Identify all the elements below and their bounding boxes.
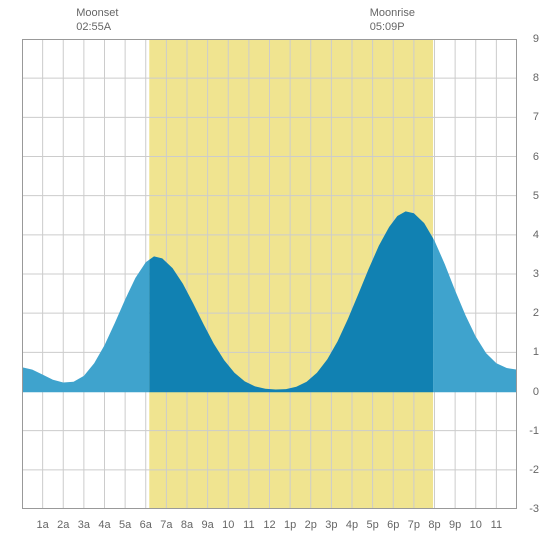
x-tick-label: 10 [222,519,234,531]
y-tick-label: 5 [533,190,539,202]
moonrise-label: Moonrise05:09P [370,6,415,35]
x-tick-label: 7p [408,519,420,531]
y-tick-label: 7 [533,111,539,123]
plot-area [22,39,517,509]
tide-chart: Moonset02:55AMoonrise05:09P -3-2-1012345… [0,0,550,550]
x-tick-label: 9a [202,519,214,531]
x-tick-label: 6p [387,519,399,531]
x-tick-label: 2a [57,519,69,531]
x-tick-label: 7a [160,519,172,531]
y-tick-label: 2 [533,307,539,319]
x-tick-label: 3p [325,519,337,531]
x-tick-label: 12 [263,519,275,531]
x-tick-label: 5a [119,519,131,531]
x-tick-label: 9p [449,519,461,531]
y-tick-label: 3 [533,268,539,280]
x-tick-label: 1p [284,519,296,531]
moonset-label: Moonset02:55A [76,6,118,35]
x-tick-label: 2p [305,519,317,531]
x-tick-label: 1a [37,519,49,531]
x-tick-label: 8a [181,519,193,531]
y-tick-label: 8 [533,72,539,84]
x-tick-label: 6a [140,519,152,531]
y-tick-label: -3 [529,503,539,515]
x-tick-label: 4a [98,519,110,531]
x-tick-label: 11 [491,519,502,531]
x-tick-label: 8p [428,519,440,531]
y-tick-label: 4 [533,229,539,241]
y-tick-label: 9 [533,33,539,45]
y-tick-label: -1 [529,425,539,437]
y-tick-label: 6 [533,151,539,163]
y-tick-label: -2 [529,464,539,476]
x-tick-label: 10 [470,519,482,531]
x-tick-label: 5p [367,519,379,531]
y-tick-label: 0 [533,386,539,398]
y-tick-label: 1 [533,346,539,358]
x-tick-label: 11 [243,519,254,531]
x-tick-label: 3a [78,519,90,531]
x-tick-label: 4p [346,519,358,531]
